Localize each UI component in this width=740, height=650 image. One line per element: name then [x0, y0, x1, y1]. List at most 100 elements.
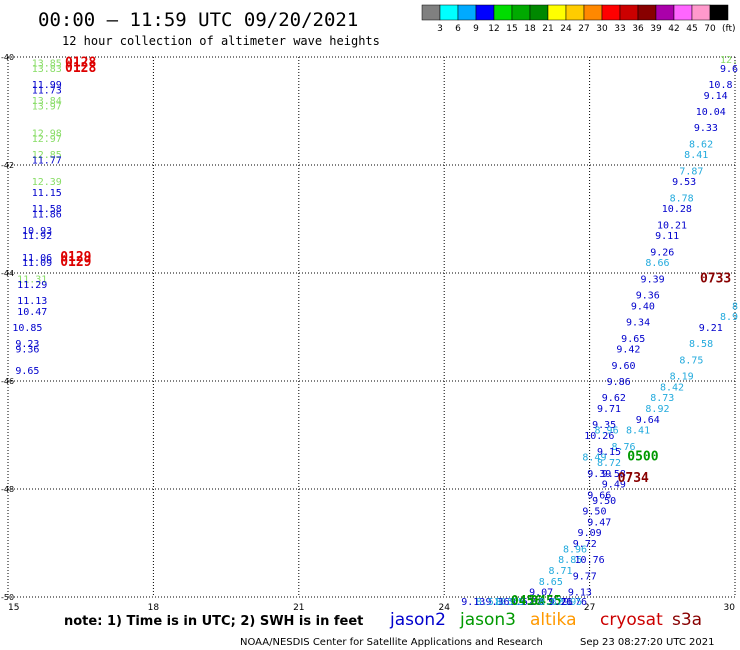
wave-height-label: 8.95 — [558, 597, 582, 608]
wave-height-label: 11.92 — [22, 231, 52, 242]
wave-height-label: 8.65 — [539, 577, 563, 588]
wave-height-label: 9.88 — [519, 597, 543, 608]
wave-height-label: 9.36 — [636, 291, 660, 302]
legend-tick-label: 33 — [614, 24, 625, 34]
wave-height-label: 11.13 — [17, 296, 47, 307]
legend-swatch — [673, 4, 693, 21]
pass-time-label: 0129 — [60, 255, 91, 270]
wave-height-label: 8.41 — [626, 426, 650, 437]
pass-time-label: 0734 — [618, 471, 649, 486]
legend-swatch — [565, 4, 585, 21]
wave-height-label: 11.99 — [32, 80, 62, 91]
x-tick-label: 15 — [8, 603, 19, 613]
wave-height-label: 13.97 — [32, 102, 62, 113]
pass-time-label: 0128 — [65, 61, 96, 76]
grid-lines — [7, 56, 736, 598]
wave-height-label: 8.65 — [500, 597, 524, 608]
legend-tick-label: 15 — [506, 24, 517, 34]
wave-height-label: 9.77 — [573, 571, 597, 582]
wave-height-label: 9.64 — [636, 415, 660, 426]
wave-height-label: 8.52 — [495, 597, 519, 608]
wave-height-label: 9.49 — [602, 480, 626, 491]
wave-height-label: 10.93 — [22, 226, 52, 237]
wave-height-label: 9.26 — [650, 247, 674, 258]
footer-credit: NOAA/NESDIS Center for Satellite Applica… — [240, 637, 543, 648]
wave-height-label: 9.36 — [15, 345, 39, 356]
wave-height-label: 9.60 — [611, 361, 635, 372]
wave-height-label: 11.73 — [32, 85, 62, 96]
wave-height-label: 8.49 — [582, 453, 606, 464]
legend-swatch — [637, 4, 657, 21]
wave-height-label: 8.76 — [611, 442, 635, 453]
satellite-legend: jason2 jason3 altika cryosat s3a — [389, 610, 702, 630]
wave-height-label: 13.84 — [32, 96, 62, 107]
wave-height-label: 9.72 — [573, 539, 597, 550]
wave-height-label: 12.85 — [32, 150, 62, 161]
wave-height-label: 8.62 — [689, 139, 713, 150]
wave-height-label: 8.73 — [650, 393, 674, 404]
wave-height-label: 9.62 — [510, 597, 534, 608]
legend-swatch — [655, 4, 675, 21]
wave-height-label: 10.26 — [584, 431, 614, 442]
wave-height-label: 10.28 — [662, 204, 692, 215]
legend-swatch — [511, 4, 531, 21]
wave-height-label: 8.96 — [595, 426, 619, 437]
wave-height-label: 9.6 — [720, 64, 738, 75]
wave-height-label: 9.21 — [699, 323, 723, 334]
wave-height-label: 9.33 — [694, 123, 718, 134]
wave-height-label: 8.78 — [670, 193, 694, 204]
pass-time-label: 0456 — [511, 594, 542, 609]
pass-time-label: 0733 — [700, 271, 731, 286]
wave-height-label: 8.66 — [645, 258, 669, 269]
wave-height-label: 8.9 — [720, 312, 738, 323]
y-tick-label: -44 — [1, 269, 14, 278]
wave-height-label: 13.83 — [32, 64, 62, 75]
wave-height-label: 10.76 — [575, 555, 605, 566]
wave-height-label: 9.39 — [641, 274, 665, 285]
wave-height-label: 9.62 — [602, 393, 626, 404]
chart-subtitle: 12 hour collection of altimeter wave hei… — [62, 34, 380, 48]
legend-swatch — [457, 4, 477, 21]
legend-tick-label: 70 — [704, 24, 716, 34]
legend-tick-label: 18 — [524, 24, 536, 34]
x-tick-label: 24 — [438, 603, 450, 613]
legend-tick-label: 36 — [632, 24, 644, 34]
wave-height-label: 11.09 — [22, 258, 52, 269]
wave-height-label: 9.13 — [461, 597, 485, 608]
wave-height-label: 11.15 — [32, 188, 62, 199]
wave-height-label: 9.65 — [621, 334, 645, 345]
wave-height-label: 9.50 — [592, 496, 616, 507]
legend-swatch — [619, 4, 639, 21]
pass-time-label: 0128 — [65, 55, 96, 70]
axis-tick-labels: 15 18 21 24 27 30 -40 -42 -44 -46 -48 -50 — [1, 53, 735, 613]
y-tick-label: -46 — [1, 377, 14, 386]
wave-height-label: 9.86 — [607, 377, 631, 388]
legend-swatch — [529, 4, 549, 21]
wave-height-label: 9.14 — [704, 91, 728, 102]
wave-height-label: 8.72 — [597, 458, 621, 469]
chart-title: 00:00 – 11:59 UTC 09/20/2021 — [38, 9, 358, 31]
wave-height-label: 8 — [732, 301, 738, 312]
legend-swatch — [691, 4, 711, 21]
x-tick-label: 21 — [293, 603, 304, 613]
y-tick-label: -48 — [1, 485, 14, 494]
legend-swatch — [709, 4, 729, 21]
legend-tick-label: 24 — [560, 24, 572, 34]
color-scale-legend: 3 6 9 12 15 18 21 24 27 30 33 36 39 42 45 70 (ft) — [421, 4, 736, 34]
wave-height-label: 9.71 — [597, 404, 621, 415]
wave-height-label: 10.04 — [696, 107, 726, 118]
wave-height-label: 8.51 — [476, 597, 500, 608]
satellite-legend-cryosat: cryosat — [600, 610, 663, 630]
wave-height-label: 13.85 — [32, 58, 62, 69]
x-tick-label: 30 — [724, 603, 736, 613]
wave-height-label: 8.42 — [660, 382, 684, 393]
wave-height-label: 9.47 — [587, 517, 611, 528]
wave-height-label: 9.50 — [582, 507, 606, 518]
satellite-legend-altika: altika — [530, 610, 577, 630]
pass-time-label: 0500 — [627, 450, 658, 465]
legend-swatch — [583, 4, 603, 21]
x-tick-label: 18 — [148, 603, 160, 613]
x-tick-label: 27 — [584, 603, 595, 613]
legend-swatch — [439, 4, 459, 21]
legend-swatch — [547, 4, 567, 21]
